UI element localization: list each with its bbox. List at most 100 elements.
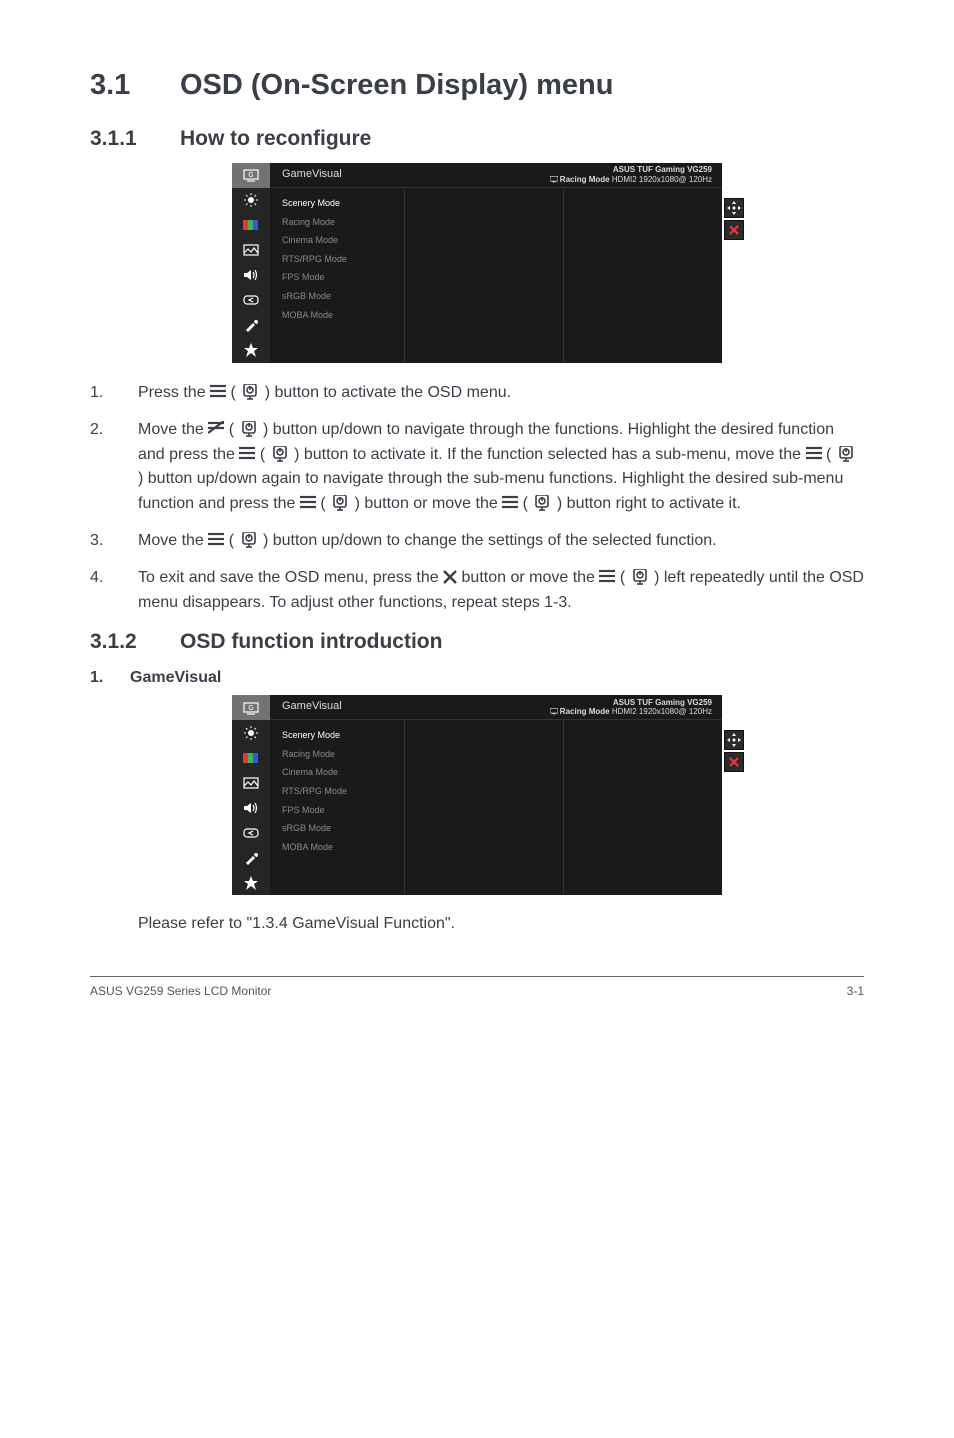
osd-brand-line2: Racing Mode HDMI2 1920x1080@ 120Hz <box>550 175 712 185</box>
osd-brand-line2: Racing Mode HDMI2 1920x1080@ 120Hz <box>550 707 712 717</box>
bluelight-icon <box>232 720 270 745</box>
setup-icon <box>232 313 270 338</box>
joystick-icon <box>724 730 744 750</box>
osd-titlebar: GameVisual ASUS TUF Gaming VG259 Racing … <box>270 163 722 188</box>
menu-icon <box>208 532 224 547</box>
osd-brand-line2-prefix: Racing Mode <box>560 707 610 716</box>
steps-list: Press the ( ) button to activate the OSD… <box>90 381 864 615</box>
close-icon <box>724 752 744 772</box>
list-item: FPS Mode <box>270 268 404 287</box>
step-text: ) button up/down to change the settings … <box>263 532 717 549</box>
osd-brand-line2-prefix: Racing Mode <box>560 175 610 184</box>
refer-text: Please refer to "1.3.4 GameVisual Functi… <box>138 913 864 935</box>
paren-text: ( <box>826 446 831 463</box>
step-text: ) button right to activate it. <box>557 495 741 512</box>
power-icon <box>240 384 260 400</box>
osd-infobox: ASUS TUF Gaming VG259 Racing Mode HDMI2 … <box>550 698 712 717</box>
list-item: MOBA Mode <box>270 306 404 325</box>
step-text: ) button or move the <box>355 495 503 512</box>
image-icon <box>232 770 270 795</box>
color-icon <box>232 213 270 238</box>
power-icon <box>532 495 552 511</box>
list-item: Scenery Mode <box>270 194 404 213</box>
x-icon <box>443 568 457 582</box>
power-icon <box>239 421 259 437</box>
paren-text: ( <box>230 384 235 401</box>
menu-icon <box>208 421 224 436</box>
list-item: RTS/RPG Mode <box>270 250 404 269</box>
list-item: Cinema Mode <box>270 231 404 250</box>
footer-left: ASUS VG259 Series LCD Monitor <box>90 983 271 1000</box>
joystick-icon <box>724 198 744 218</box>
step-item: Press the ( ) button to activate the OSD… <box>90 381 864 406</box>
osd-mode-list: Scenery Mode Racing Mode Cinema Mode RTS… <box>270 720 405 895</box>
osd-panel: G GameV <box>232 695 722 895</box>
osd-panel: G GameV <box>232 163 722 363</box>
step-text: To exit and save the OSD menu, press the <box>138 569 443 586</box>
sound-icon <box>232 263 270 288</box>
sound-icon <box>232 795 270 820</box>
osd-brand-line2-rest: HDMI2 1920x1080@ 120Hz <box>612 707 712 716</box>
page-footer: ASUS VG259 Series LCD Monitor 3-1 <box>90 976 864 1000</box>
osd-empty-col <box>564 720 722 895</box>
osd-empty-col <box>405 720 564 895</box>
osd-icon-column: G <box>232 695 270 895</box>
osd-title: GameVisual <box>282 167 342 182</box>
list-item: sRGB Mode <box>270 287 404 306</box>
subheading-osd-func: 3.1.2OSD function introduction <box>90 627 864 656</box>
osd-side-buttons <box>724 198 744 240</box>
list-item: Racing Mode <box>270 213 404 232</box>
paren-text: ( <box>620 569 625 586</box>
heading-number: 3.1 <box>90 65 180 106</box>
close-icon <box>724 220 744 240</box>
osd-brand-line1: ASUS TUF Gaming VG259 <box>550 165 712 175</box>
input-icon <box>232 288 270 313</box>
step-item: Move the ( ) button up/down to navigate … <box>90 418 864 517</box>
heading-title: OSD (On-Screen Display) menu <box>180 69 614 101</box>
menu-icon <box>502 495 518 510</box>
osd-screenshot-2: G GameV <box>90 695 864 895</box>
paren-text: ( <box>229 532 234 549</box>
osd-titlebar: GameVisual ASUS TUF Gaming VG259 Racing … <box>270 695 722 720</box>
color-icon <box>232 745 270 770</box>
list-item: RTS/RPG Mode <box>270 782 404 801</box>
power-icon <box>239 532 259 548</box>
step-item: To exit and save the OSD menu, press the… <box>90 566 864 616</box>
myfav-icon <box>232 870 270 895</box>
osd-main: GameVisual ASUS TUF Gaming VG259 Racing … <box>270 163 722 363</box>
osd-empty-col <box>405 188 564 363</box>
list-item: Racing Mode <box>270 745 404 764</box>
step-text: Move the <box>138 532 208 549</box>
list-item: MOBA Mode <box>270 838 404 857</box>
image-icon <box>232 238 270 263</box>
list-item: Scenery Mode <box>270 726 404 745</box>
section-label-num: 1. <box>90 667 130 689</box>
paren-text: ( <box>523 495 528 512</box>
list-item: FPS Mode <box>270 801 404 820</box>
subheading-title: How to reconfigure <box>180 127 371 150</box>
svg-text:G: G <box>248 172 253 179</box>
menu-icon <box>210 384 226 399</box>
list-item: sRGB Mode <box>270 819 404 838</box>
list-item: Cinema Mode <box>270 763 404 782</box>
subheading-number: 3.1.1 <box>90 124 180 153</box>
footer-right: 3-1 <box>847 983 864 1000</box>
step-text: ) button to activate it. If the function… <box>294 446 805 463</box>
gamevisual-icon: G <box>232 163 270 188</box>
osd-columns: Scenery Mode Racing Mode Cinema Mode RTS… <box>270 188 722 363</box>
step-text: ) button to activate the OSD menu. <box>265 384 511 401</box>
input-icon <box>232 820 270 845</box>
svg-text:G: G <box>248 705 253 712</box>
osd-icon-column: G <box>232 163 270 363</box>
power-icon <box>330 495 350 511</box>
osd-brand-line1: ASUS TUF Gaming VG259 <box>550 698 712 708</box>
menu-icon <box>806 446 822 461</box>
osd-main: GameVisual ASUS TUF Gaming VG259 Racing … <box>270 695 722 895</box>
paren-text: ( <box>320 495 325 512</box>
menu-icon <box>599 569 615 584</box>
step-text: button or move the <box>462 569 600 586</box>
osd-screenshot-1: G GameV <box>90 163 864 363</box>
myfav-icon <box>232 338 270 363</box>
osd-empty-col <box>564 188 722 363</box>
section-label-text: GameVisual <box>130 669 221 686</box>
